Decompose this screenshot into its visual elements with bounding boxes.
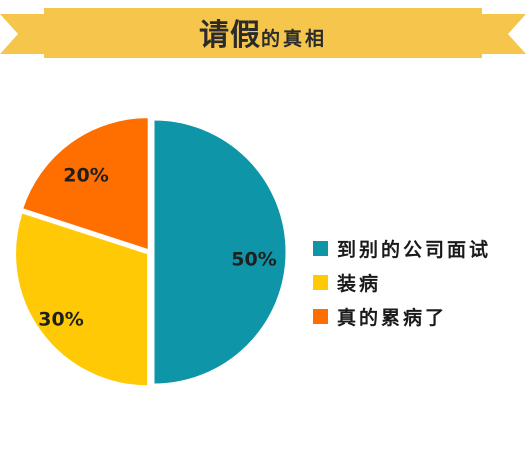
legend-item-really-sick: 真的累病了 <box>313 299 491 333</box>
title-sub: 的真相 <box>260 28 327 50</box>
banner-left-tail <box>0 14 52 54</box>
pie-slice-really-sick <box>22 117 149 251</box>
legend-item-fake-sick: 装病 <box>313 265 491 299</box>
pie-slice-fake-sick <box>15 212 149 387</box>
legend-label: 真的累病了 <box>337 306 448 329</box>
legend: 到别的公司面试 装病真的累病了 <box>313 231 491 333</box>
legend-label: 装病 <box>337 272 382 295</box>
legend-swatch <box>313 274 328 290</box>
data-label-fake-sick: 30% <box>38 309 83 331</box>
pie-slice-interview <box>153 119 287 385</box>
legend-swatch <box>313 308 328 324</box>
legend-label: 到别的公司面试 <box>337 238 492 261</box>
data-label-really-sick: 20% <box>63 165 108 187</box>
banner-body <box>44 8 482 58</box>
legend-swatch <box>313 240 328 256</box>
chart-title: 请假的真相 <box>0 10 526 54</box>
title-main: 请假 <box>198 18 261 53</box>
data-label-interview: 50% <box>231 249 276 271</box>
legend-item-interview: 到别的公司面试 <box>313 231 491 265</box>
banner-right-tail <box>474 14 526 54</box>
title-banner <box>0 8 526 58</box>
